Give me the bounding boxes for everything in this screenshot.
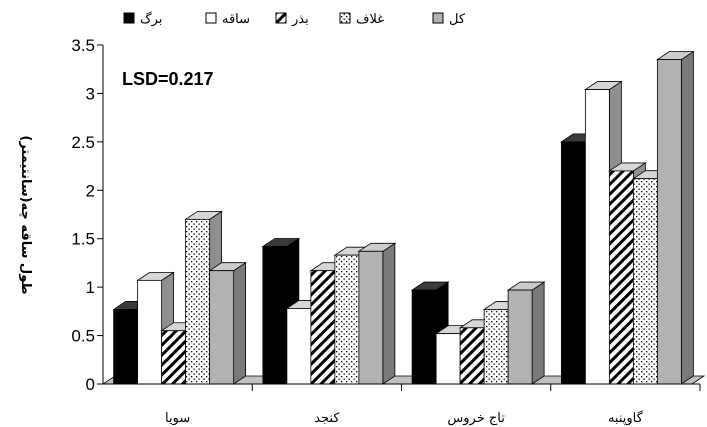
y-tick-label: 0.5 [71, 327, 95, 346]
bar-front-face [435, 333, 461, 385]
legend-swatch [205, 12, 217, 24]
bar-front-face [334, 254, 360, 385]
bar-front-face [459, 327, 485, 385]
legend-item-2: ساقه [205, 12, 250, 27]
bar-front-face [286, 308, 312, 385]
y-tick-label: 2.5 [71, 133, 95, 152]
bar-front-face [310, 270, 336, 385]
lsd-annotation: LSD=0.217 [122, 69, 214, 89]
legend-item-1: برگ [123, 11, 162, 27]
bar-front-face [209, 270, 235, 385]
y-axis-title: طول ساقه چه(سانتیمتر) [18, 135, 33, 294]
legend-swatch [275, 12, 287, 24]
y-tick-label: 1 [86, 278, 95, 297]
y-tick-label: 3 [86, 84, 95, 103]
bar-side-face [382, 242, 396, 385]
bar-side-face [233, 261, 247, 385]
y-tick-label: 2 [86, 181, 95, 200]
bar-front-face [560, 141, 586, 385]
bar-front-face [584, 89, 610, 385]
bar-1-4 [184, 210, 223, 385]
bar-side-face [680, 50, 694, 385]
bar-front-face [507, 289, 533, 385]
bar-front-face [411, 289, 437, 385]
bar-front-face [608, 170, 634, 385]
axes-group: 0 0.5 1 1.5 2 2.5 3 3.5 سویا کنجد تاج خروس گاوپنبه [71, 36, 701, 426]
y-tick-label: 0 [86, 375, 95, 394]
bar-front-face [483, 309, 509, 385]
y-tick-label: 3.5 [71, 36, 95, 55]
legend-label: بذر [291, 12, 309, 27]
bar-side-face [531, 281, 545, 385]
bar-3-5 [506, 281, 546, 385]
bar-front-face [137, 279, 163, 385]
x-tick-label: کنجد [314, 411, 340, 426]
legend-label: کل [449, 12, 466, 27]
legend: برگ ساقه بذر غلاف کل [123, 11, 466, 27]
bar-2-5 [357, 242, 397, 385]
bars-group [112, 50, 695, 385]
bar-front-face [656, 59, 682, 385]
legend-label: برگ [140, 11, 162, 27]
bar-front-face [262, 246, 288, 385]
bar-front-face [113, 309, 139, 385]
legend-swatch [339, 12, 351, 24]
legend-label: غلاف [356, 12, 384, 27]
bar-4-5 [656, 50, 695, 385]
x-tick-label: تاج خروس [447, 411, 505, 426]
y-tick-label: 1.5 [71, 230, 95, 249]
bar-1-5 [208, 261, 247, 385]
legend-label: ساقه [222, 12, 250, 27]
bar-front-face [185, 218, 211, 385]
x-tick-label: گاوپنبه [608, 410, 644, 426]
legend-item-5: کل [432, 12, 466, 27]
x-tick-label: سویا [165, 411, 190, 426]
legend-item-3: بذر [275, 12, 309, 27]
legend-item-4: غلاف [339, 12, 384, 27]
legend-swatch [123, 12, 135, 24]
bar-front-face [358, 250, 384, 385]
bar-front-face [632, 178, 658, 385]
legend-swatch [432, 12, 444, 24]
bar-front-face [161, 330, 187, 385]
